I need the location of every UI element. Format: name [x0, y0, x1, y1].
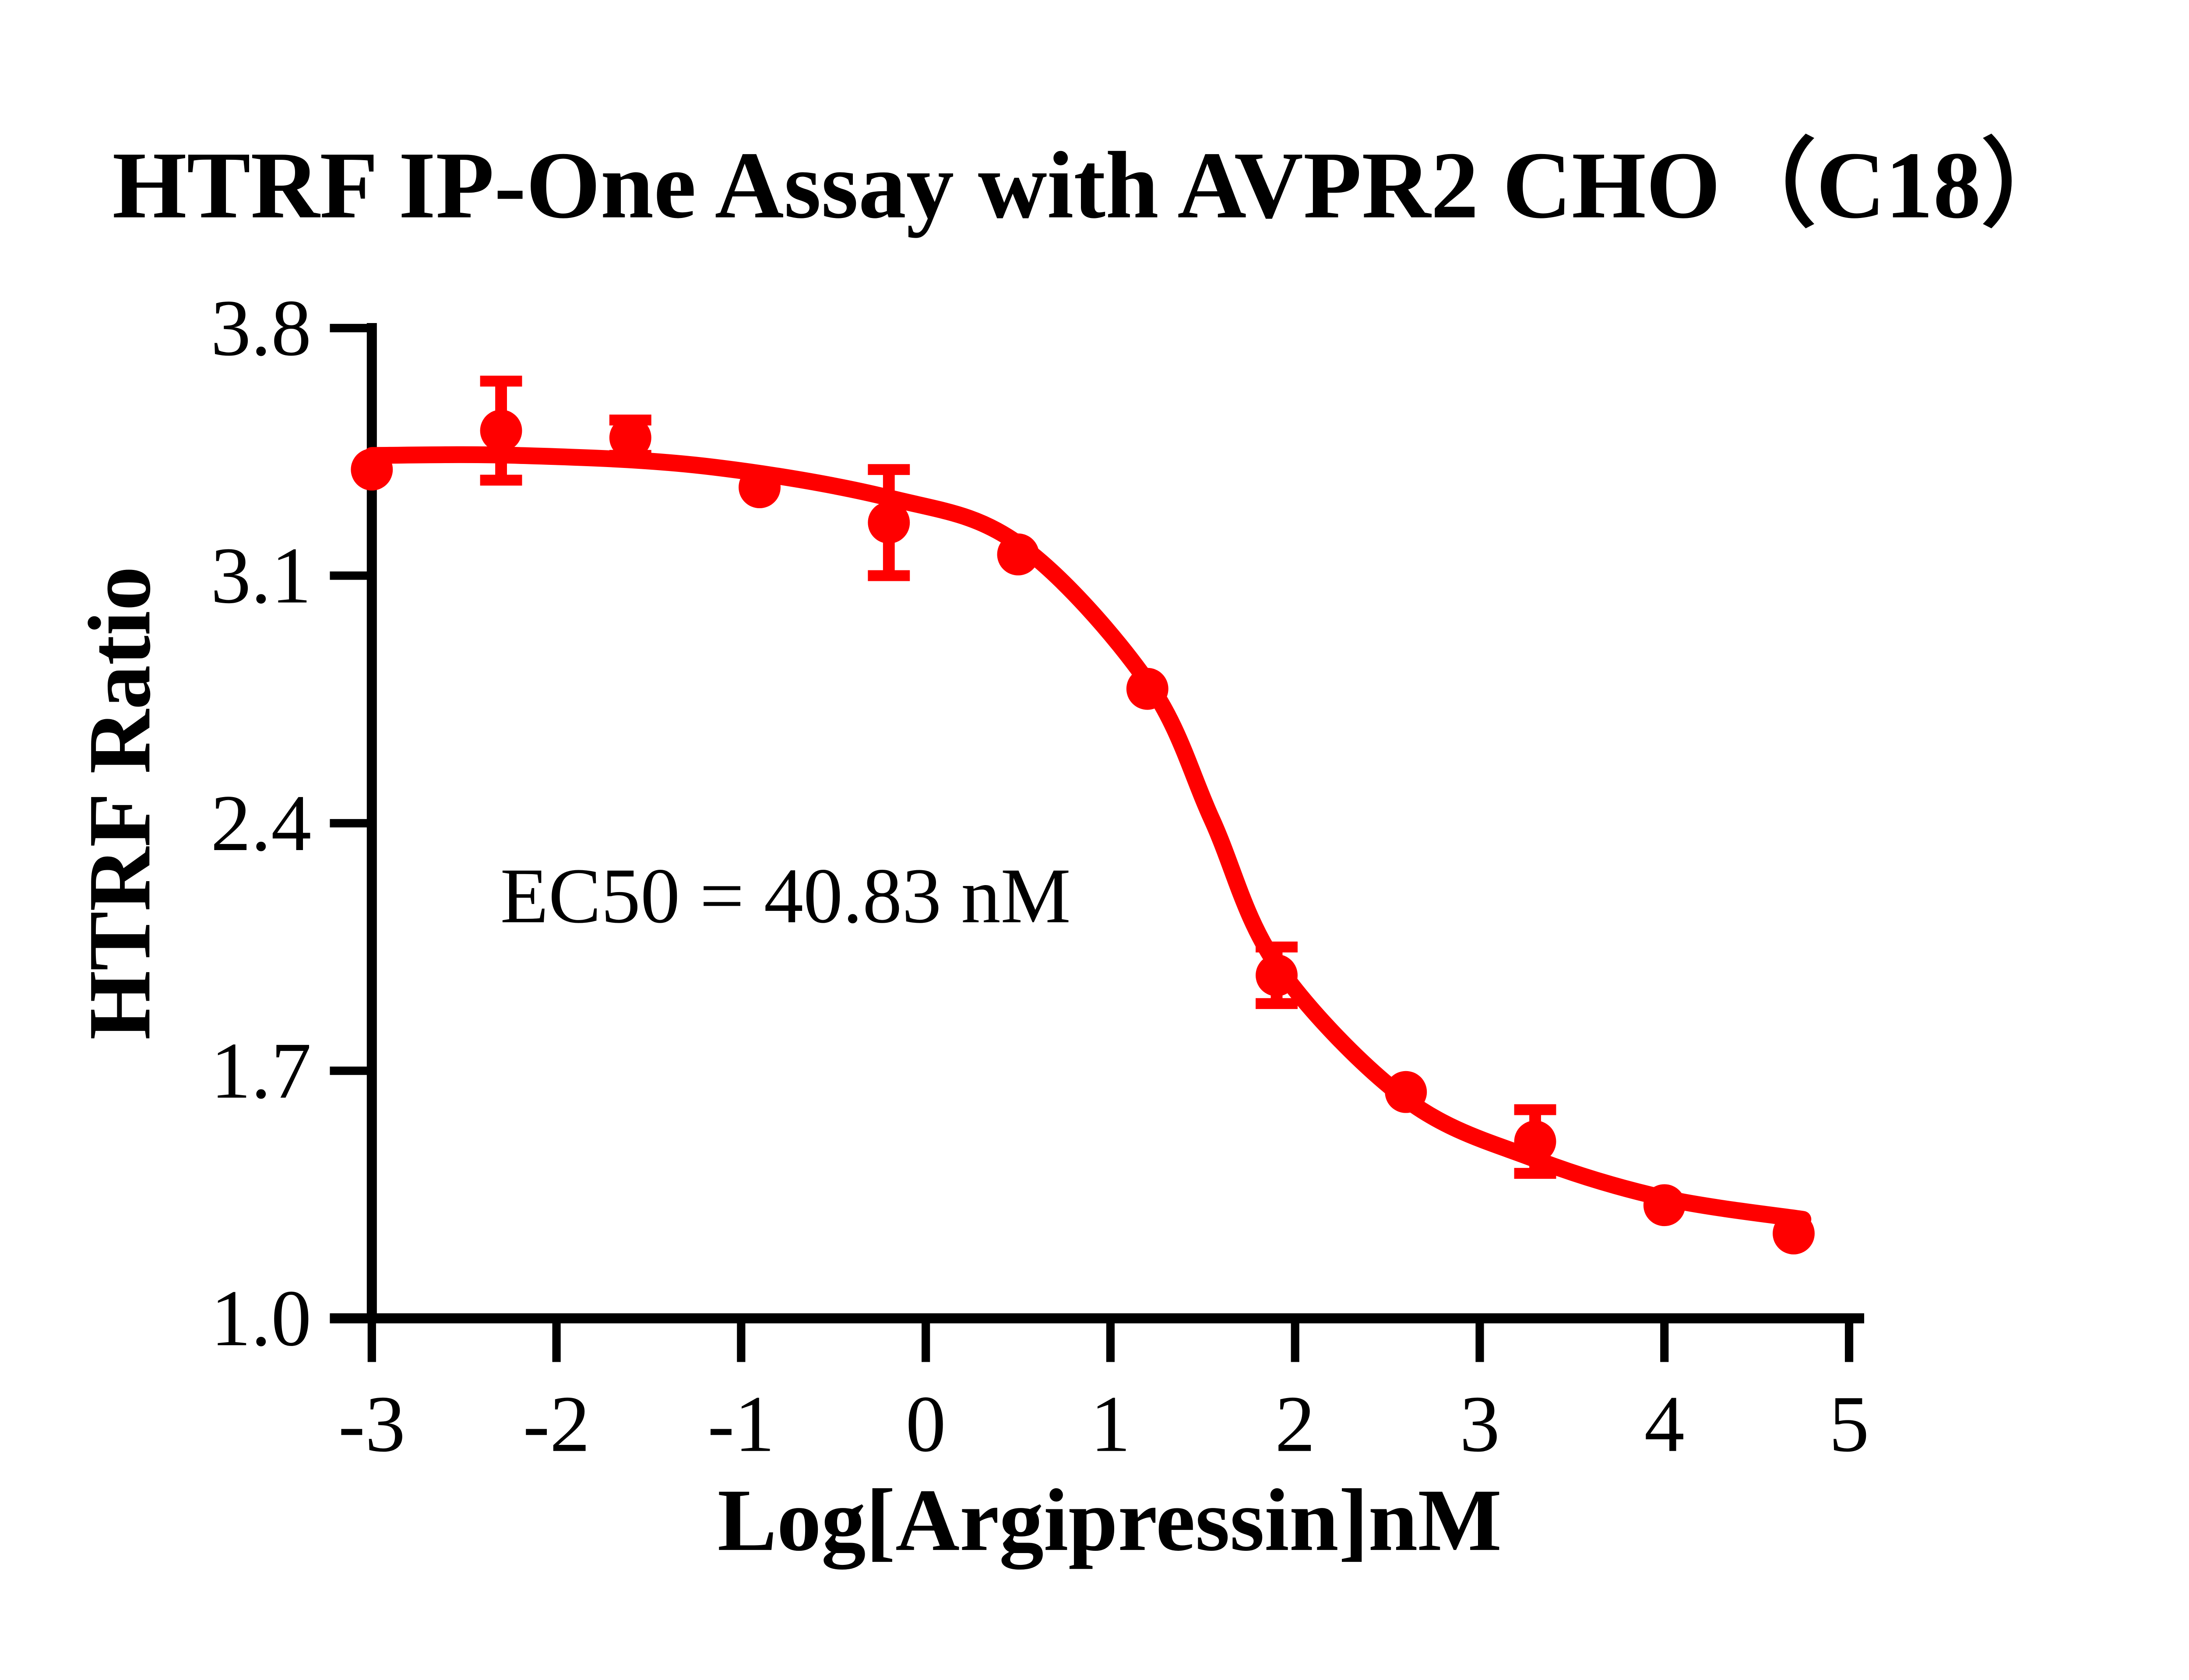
fit-curve	[363, 446, 1812, 1228]
x-tick-label: 1	[1090, 1379, 1130, 1469]
data-point-marker	[997, 533, 1039, 576]
x-tick-label: 4	[1644, 1379, 1685, 1469]
data-point-marker	[868, 501, 910, 544]
data-point-marker	[739, 466, 781, 509]
y-tick-label: 3.8	[211, 283, 311, 373]
y-axis-label: HTRF Ratio	[72, 566, 170, 1040]
y-tick-label: 2.4	[211, 778, 311, 868]
data-point-marker	[1385, 1071, 1427, 1113]
ec50-annotation: EC50 = 40.83 nM	[500, 853, 1071, 941]
x-axis-label: Log[Argipressin]nM	[717, 1473, 1502, 1570]
x-tick-label: 2	[1275, 1379, 1315, 1469]
data-point-marker	[1126, 668, 1168, 710]
x-tick-label: -2	[523, 1379, 590, 1469]
y-tick-label: 1.0	[211, 1273, 311, 1363]
figure: 3.8 3.1 2.4 1.7 1.0 -3 -2 -1 0 1 2 3 4 5 HTRF IP-One …	[0, 34, 2189, 1646]
plot-area: 3.8 3.1 2.4 1.7 1.0 -3 -2 -1 0 1 2 3 4 5	[211, 283, 1869, 1469]
data-point-marker	[1643, 1184, 1686, 1227]
x-tick-label: 0	[906, 1379, 946, 1469]
chart-title: HTRF IP-One Assay with AVPR2 CHO（C18）	[112, 133, 2077, 239]
data-point-marker	[609, 417, 651, 459]
x-tick-label: 5	[1829, 1379, 1869, 1469]
data-point-marker	[1256, 954, 1298, 997]
data-point-marker	[480, 409, 522, 452]
data-point-marker	[1514, 1120, 1556, 1163]
y-tick-label: 3.1	[211, 531, 311, 620]
data-point-marker	[351, 448, 393, 491]
x-tick-label: 3	[1460, 1379, 1500, 1469]
y-tick-label: 1.7	[211, 1026, 311, 1115]
data-point-marker	[1773, 1212, 1815, 1255]
x-tick-label: -1	[707, 1379, 774, 1469]
x-tick-label: -3	[338, 1379, 405, 1469]
